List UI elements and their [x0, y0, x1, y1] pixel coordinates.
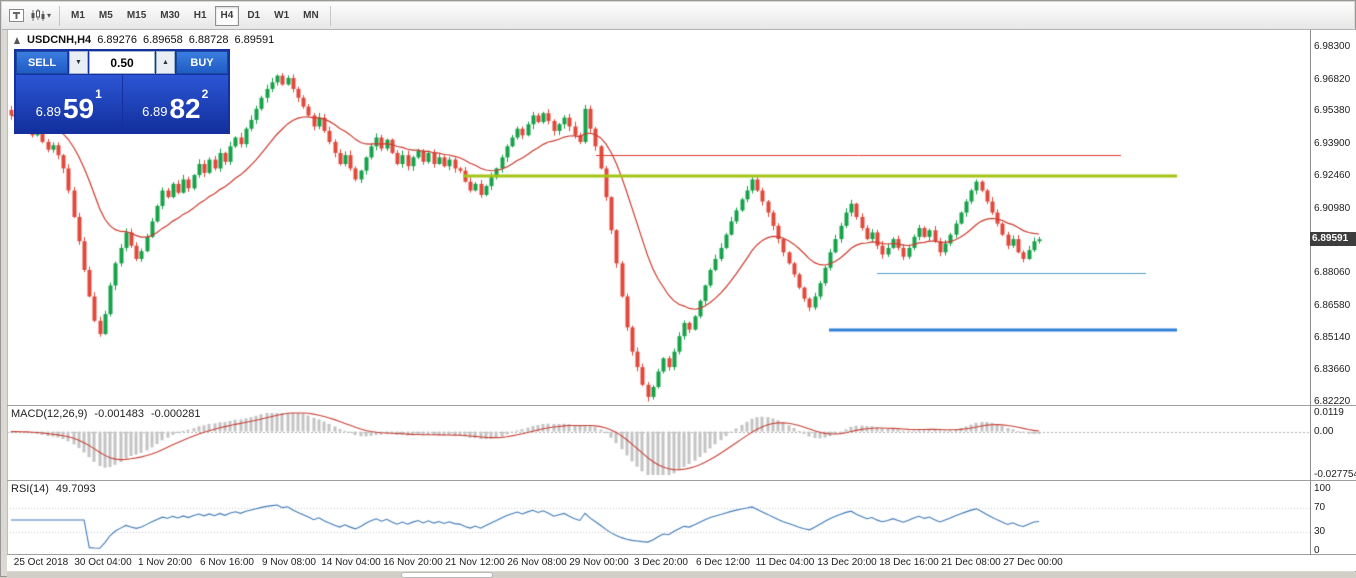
time-axis-label: 16 Nov 20:00 [383, 557, 443, 568]
candlestick-chart-icon[interactable]: ▾ [27, 5, 54, 27]
rsi-name: RSI(14) [11, 483, 49, 495]
time-axis-label: 27 Dec 00:00 [1003, 557, 1063, 568]
buy-price-sup: 2 [201, 87, 209, 101]
toolbar-separator [329, 5, 331, 26]
time-axis[interactable]: 25 Oct 2018 30 Oct 04:00 1 Nov 20:00 6 Nov … [7, 556, 1310, 571]
time-axis-label: 25 Oct 2018 [13, 557, 69, 568]
candles-glyph [31, 9, 45, 21]
time-axis-label: 30 Oct 04:00 [74, 557, 132, 568]
panel-separator[interactable] [7, 480, 1356, 481]
timeframe-m5[interactable]: M5 [93, 6, 119, 26]
macd-axis-label: -0.027754 [1314, 469, 1356, 480]
rsi-axis-label: 0 [1314, 545, 1320, 556]
toolbar: ▾ M1 M5 M15 M30 H1 H4 D1 W1 MN [2, 2, 1354, 30]
time-axis-label: 6 Nov 16:00 [200, 557, 254, 568]
time-axis-label: 13 Dec 20:00 [817, 557, 877, 568]
time-axis-label: 1 Nov 20:00 [138, 557, 192, 568]
volume-up-button[interactable]: ▲ [156, 51, 175, 74]
chart-template-icon[interactable] [6, 5, 27, 27]
price-axis-label: 6.93900 [1314, 138, 1351, 150]
price-axis-label: 6.98300 [1314, 41, 1351, 52]
buy-price-big: 82 [169, 92, 201, 124]
sell-price-sup: 1 [95, 87, 102, 101]
toolbar-separator [59, 5, 61, 26]
chart-symbol-icon [14, 36, 20, 44]
sell-price-button[interactable]: 6.89 59 1 [16, 75, 122, 132]
rsi-value: 49.7093 [55, 483, 96, 495]
ohlc-open: 6.89276 [97, 34, 137, 46]
time-axis-label: 21 Dec 08:00 [941, 557, 1001, 568]
chevron-down-icon: ▾ [47, 10, 52, 20]
price-axis-label: 6.82220 [1314, 396, 1351, 407]
buy-button[interactable]: BUY [176, 51, 228, 74]
panel-separator[interactable] [7, 554, 1356, 555]
rsi-axis-label: 30 [1314, 526, 1326, 538]
price-axis-label: 6.90980 [1314, 202, 1351, 214]
price-axis-label: 6.88060 [1314, 267, 1351, 279]
time-axis-label: 11 Dec 04:00 [755, 557, 815, 568]
scrollbar-thumb[interactable] [401, 572, 493, 578]
template-glyph [9, 9, 24, 22]
current-price-badge: 6.89591 [1310, 232, 1356, 247]
price-axis[interactable]: 6.89591 6.98300 6.96820 6.95380 6.93900 6.92… [1310, 1, 1356, 578]
panel-separator[interactable] [7, 405, 1356, 406]
macd-axis-label: 0.00 [1314, 425, 1334, 437]
sell-price-big: 59 [62, 92, 95, 124]
timeframe-w1[interactable]: W1 [268, 6, 295, 26]
timeframe-toolbar: M1 M5 M15 M30 H1 H4 D1 W1 MN [65, 5, 325, 26]
sell-button[interactable]: SELL [16, 51, 68, 74]
price-axis-label: 6.83660 [1314, 364, 1351, 376]
horizontal-scrollbar[interactable] [7, 572, 1356, 578]
price-axis-background [1311, 30, 1356, 554]
one-click-trading-panel: SELL ▼ ▲ BUY 6.89 59 1 6.89 82 2 [14, 49, 230, 134]
volume-dropdown-button[interactable]: ▼ [69, 51, 88, 74]
time-axis-label: 14 Nov 04:00 [321, 557, 381, 568]
macd-canvas[interactable] [7, 406, 1310, 480]
timeframe-d1[interactable]: D1 [241, 6, 266, 26]
timeframe-h4[interactable]: H4 [214, 5, 240, 26]
rsi-axis-label: 70 [1314, 501, 1326, 513]
rsi-label: RSI(14) 49.7093 [11, 483, 96, 495]
time-axis-label: 18 Dec 16:00 [879, 557, 939, 568]
sell-price-small: 6.89 [35, 104, 61, 119]
timeframe-h1[interactable]: H1 [188, 6, 213, 26]
ohlc-low: 6.88728 [188, 34, 229, 46]
time-axis-label: 21 Nov 12:00 [445, 557, 505, 568]
macd-value-main: -0.001483 [94, 408, 144, 420]
time-axis-label: 3 Dec 20:00 [634, 557, 688, 568]
rsi-canvas[interactable] [7, 481, 1310, 554]
ohlc-high: 6.89658 [142, 34, 183, 46]
macd-value-signal: -0.000281 [150, 408, 201, 420]
buy-price-small: 6.89 [142, 104, 168, 119]
time-axis-background [7, 555, 1356, 571]
time-axis-label: 26 Nov 08:00 [507, 557, 567, 568]
price-axis-label: 6.96820 [1314, 73, 1351, 85]
price-axis-label: 6.85140 [1314, 331, 1351, 343]
timeframe-m1[interactable]: M1 [65, 6, 91, 26]
time-axis-label: 29 Nov 00:00 [569, 557, 629, 568]
price-axis-border [1310, 30, 1311, 555]
rsi-axis-label: 100 [1314, 483, 1331, 494]
macd-name: MACD(12,26,9) [11, 408, 88, 420]
ohlc-close: 6.89591 [234, 34, 275, 46]
price-axis-label: 6.92460 [1314, 169, 1351, 181]
timeframe-m30[interactable]: M30 [154, 6, 185, 26]
price-axis-label: 6.86580 [1314, 299, 1351, 311]
timeframe-mn[interactable]: MN [297, 6, 325, 26]
price-axis-label: 6.95380 [1314, 105, 1351, 117]
symbol-name: USDCNH,H4 [27, 34, 92, 46]
buy-price-button[interactable]: 6.89 82 2 [122, 75, 228, 132]
time-axis-label: 6 Dec 12:00 [696, 557, 750, 568]
macd-label: MACD(12,26,9) -0.001483 -0.000281 [11, 408, 201, 420]
chart-title: USDCNH,H4 6.89276 6.89658 6.88728 6.8959… [13, 34, 274, 46]
macd-axis-label: 0.0119 [1314, 407, 1344, 418]
volume-input[interactable] [89, 51, 155, 74]
timeframe-m15[interactable]: M15 [121, 6, 152, 26]
time-axis-label: 9 Nov 08:00 [262, 557, 316, 568]
